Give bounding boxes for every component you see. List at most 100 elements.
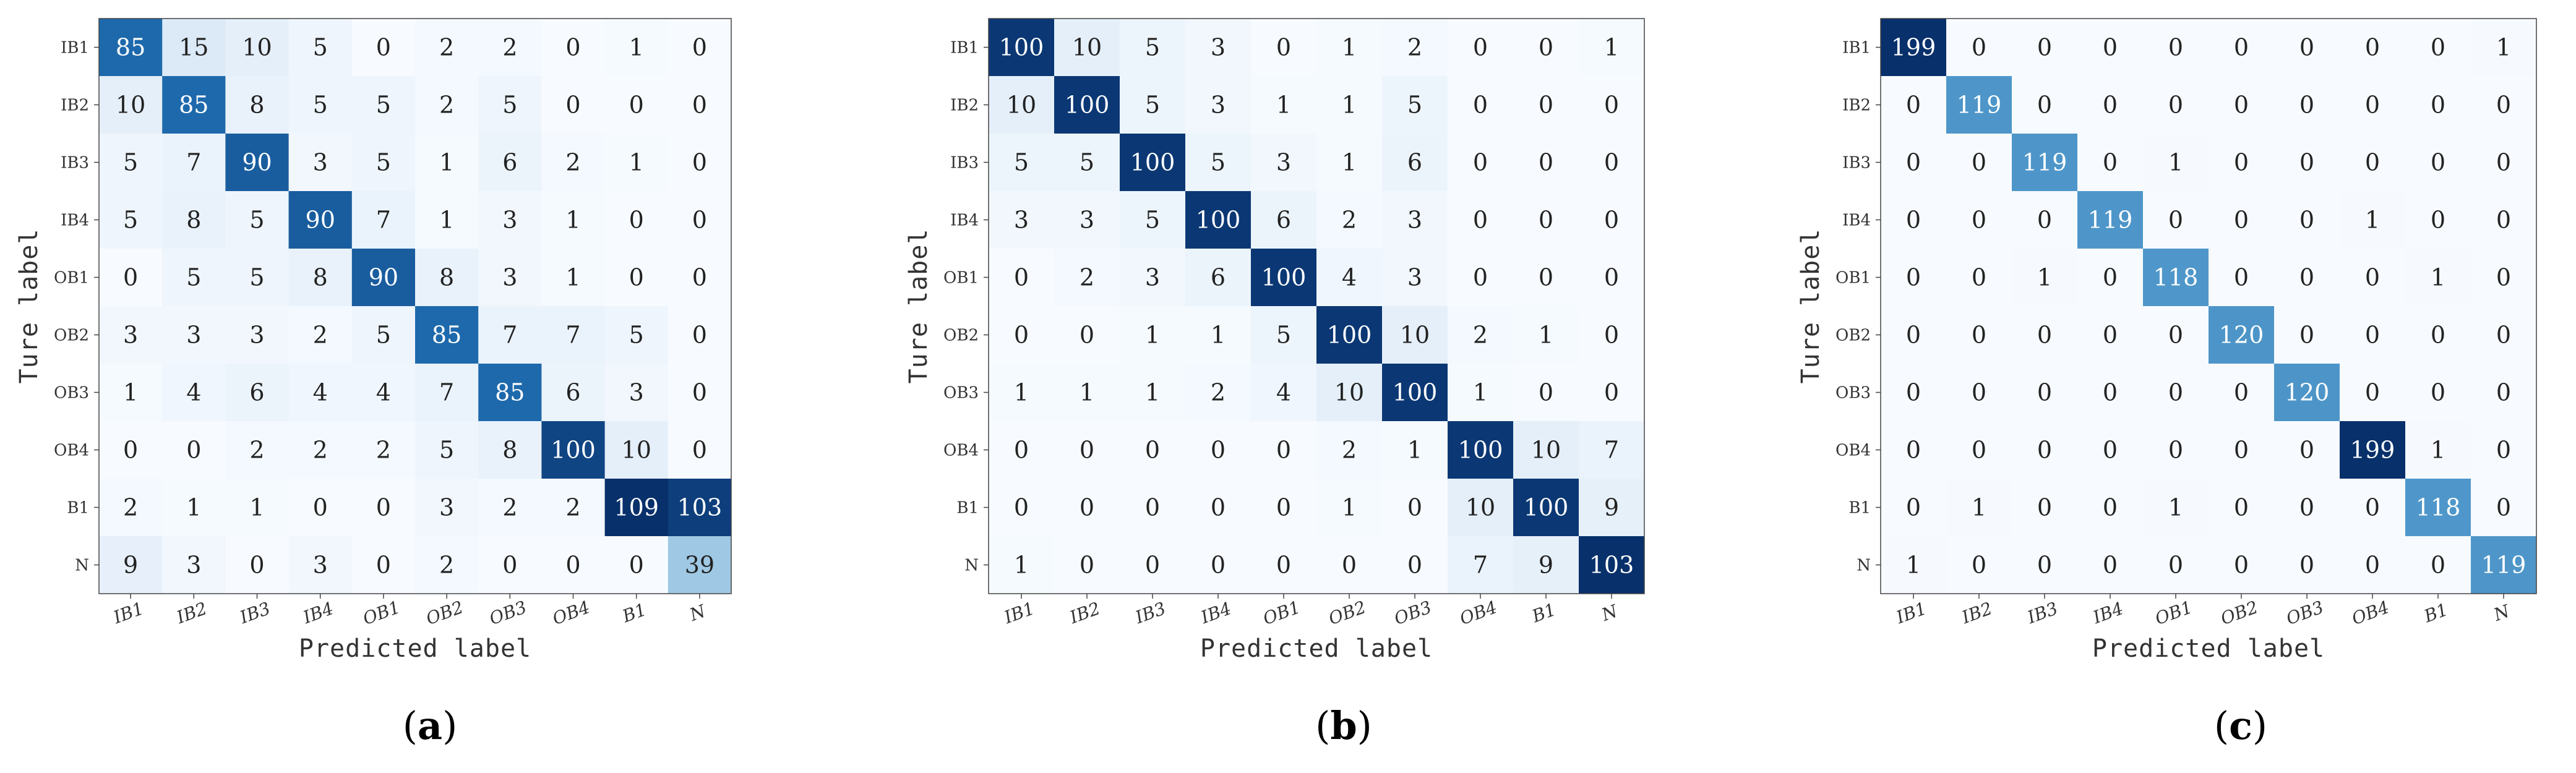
heatmap-cell xyxy=(1448,76,1514,134)
cell-value-label: 0 xyxy=(1972,264,1986,291)
heatmap-cell xyxy=(1881,76,1947,134)
cell-value-label: 1 xyxy=(186,494,201,521)
heatmap-cell xyxy=(1946,364,2012,422)
x-axis-label: Predicted label xyxy=(1200,634,1433,663)
cell-value-label: 1 xyxy=(565,264,580,291)
cell-value-label: 3 xyxy=(502,264,517,291)
heatmap-cell xyxy=(1251,364,1317,422)
y-tick-label: OB4 xyxy=(943,442,979,460)
cell-value-label: 0 xyxy=(1539,207,1553,234)
cell-value-label: 2 xyxy=(439,552,454,579)
heatmap-cell xyxy=(1382,134,1448,192)
heatmap-cell xyxy=(2012,249,2078,307)
heatmap-cell xyxy=(2274,76,2340,134)
cell-value-label: 0 xyxy=(1080,322,1094,349)
x-axis-label: Predicted label xyxy=(299,634,531,663)
cell-value-label: 0 xyxy=(2103,322,2118,349)
cell-value-label: 0 xyxy=(1539,92,1553,119)
cell-value-label: 3 xyxy=(1211,92,1226,119)
y-tick-label: N xyxy=(1857,557,1871,575)
heatmap-cell xyxy=(1185,134,1252,192)
x-tick-label: OB2 xyxy=(2218,597,2260,629)
heatmap-cell xyxy=(1054,421,1120,479)
x-tick-label: N xyxy=(687,600,710,625)
cell-value-label: 3 xyxy=(313,552,328,579)
heatmap-cell xyxy=(415,249,479,307)
cell-value-label: 0 xyxy=(692,207,707,234)
cell-value-label: 6 xyxy=(1407,149,1422,176)
y-tick-label: N xyxy=(964,557,979,575)
heatmap-cell xyxy=(1382,479,1448,537)
heatmap-cell xyxy=(415,536,479,594)
cell-value-label: 0 xyxy=(1014,437,1029,464)
heatmap-cell xyxy=(1054,191,1120,249)
cell-value-label: 103 xyxy=(677,494,723,521)
heatmap-cell xyxy=(2209,536,2275,594)
cell-value-label: 0 xyxy=(2365,552,2380,579)
heatmap-cell xyxy=(2340,76,2406,134)
cell-value-label: 0 xyxy=(1604,379,1619,406)
y-tick-label: OB3 xyxy=(54,384,89,403)
x-tick-label: OB1 xyxy=(360,597,403,629)
heatmap-cell xyxy=(162,249,226,307)
cell-value-label: 0 xyxy=(1342,552,1357,579)
heatmap-cell xyxy=(2471,191,2537,249)
cell-value-label: 1 xyxy=(1906,552,1921,579)
cell-value-label: 0 xyxy=(1906,379,1921,406)
heatmap-cell xyxy=(1382,76,1448,134)
heatmap-cell xyxy=(2012,479,2078,537)
cell-value-label: 1 xyxy=(249,494,264,521)
heatmap-cell xyxy=(668,421,732,479)
cell-value-label: 0 xyxy=(2365,149,2380,176)
cell-value-label: 2 xyxy=(439,34,454,61)
heatmap-cell xyxy=(1120,536,1186,594)
heatmap-cell xyxy=(1946,306,2012,364)
heatmap-cell xyxy=(1881,364,1947,422)
heatmap-cell xyxy=(351,249,416,307)
cell-value-label: 7 xyxy=(1604,437,1619,464)
cell-value-label: 0 xyxy=(2103,437,2118,464)
cell-value-label: 119 xyxy=(2088,207,2133,234)
heatmap-cell xyxy=(2143,364,2209,422)
cell-value-label: 0 xyxy=(2365,494,2380,521)
heatmap-cell xyxy=(225,536,290,594)
heatmap-cell xyxy=(288,306,353,364)
cell-value-label: 0 xyxy=(1604,149,1619,176)
cell-value-label: 2 xyxy=(502,34,517,61)
cell-value-label: 0 xyxy=(2234,34,2249,61)
heatmap-cell xyxy=(99,306,163,364)
cell-value-label: 2 xyxy=(123,494,138,521)
heatmap-cell xyxy=(351,536,416,594)
heatmap-cell xyxy=(478,76,542,134)
y-tick-label: IB1 xyxy=(1842,39,1871,58)
heatmap-cell xyxy=(1579,19,1645,77)
heatmap-cell xyxy=(2405,364,2471,422)
heatmap-cell xyxy=(2077,364,2144,422)
y-tick-label: B1 xyxy=(67,499,89,518)
cell-value-label: 0 xyxy=(2299,494,2314,521)
y-tick-label: OB4 xyxy=(1835,442,1871,460)
cell-value-label: 0 xyxy=(186,437,201,464)
heatmap-cell xyxy=(2209,76,2275,134)
heatmap-cell xyxy=(2012,191,2078,249)
cell-value-label: 0 xyxy=(1906,92,1921,119)
cell-value-label: 0 xyxy=(692,149,707,176)
cell-value-label: 2 xyxy=(313,322,328,349)
cell-value-label: 0 xyxy=(629,264,644,291)
cell-value-label: 0 xyxy=(2103,494,2118,521)
cell-value-label: 100 xyxy=(1196,207,1241,234)
cell-value-label: 0 xyxy=(2431,92,2445,119)
cell-value-label: 0 xyxy=(2037,207,2052,234)
heatmap-cell xyxy=(1946,421,2012,479)
heatmap-cell xyxy=(2209,249,2275,307)
cell-value-label: 4 xyxy=(376,379,391,406)
heatmap-cell xyxy=(541,76,606,134)
y-tick-label: N xyxy=(75,557,89,575)
cell-value-label: 0 xyxy=(1407,552,1422,579)
cell-value-label: 9 xyxy=(1604,494,1619,521)
x-tick-label: IB1 xyxy=(1893,598,1930,628)
heatmap-cell xyxy=(2471,249,2537,307)
cell-value-label: 0 xyxy=(1539,379,1553,406)
cell-value-label: 100 xyxy=(1327,322,1372,349)
heatmap-cell xyxy=(668,364,732,422)
